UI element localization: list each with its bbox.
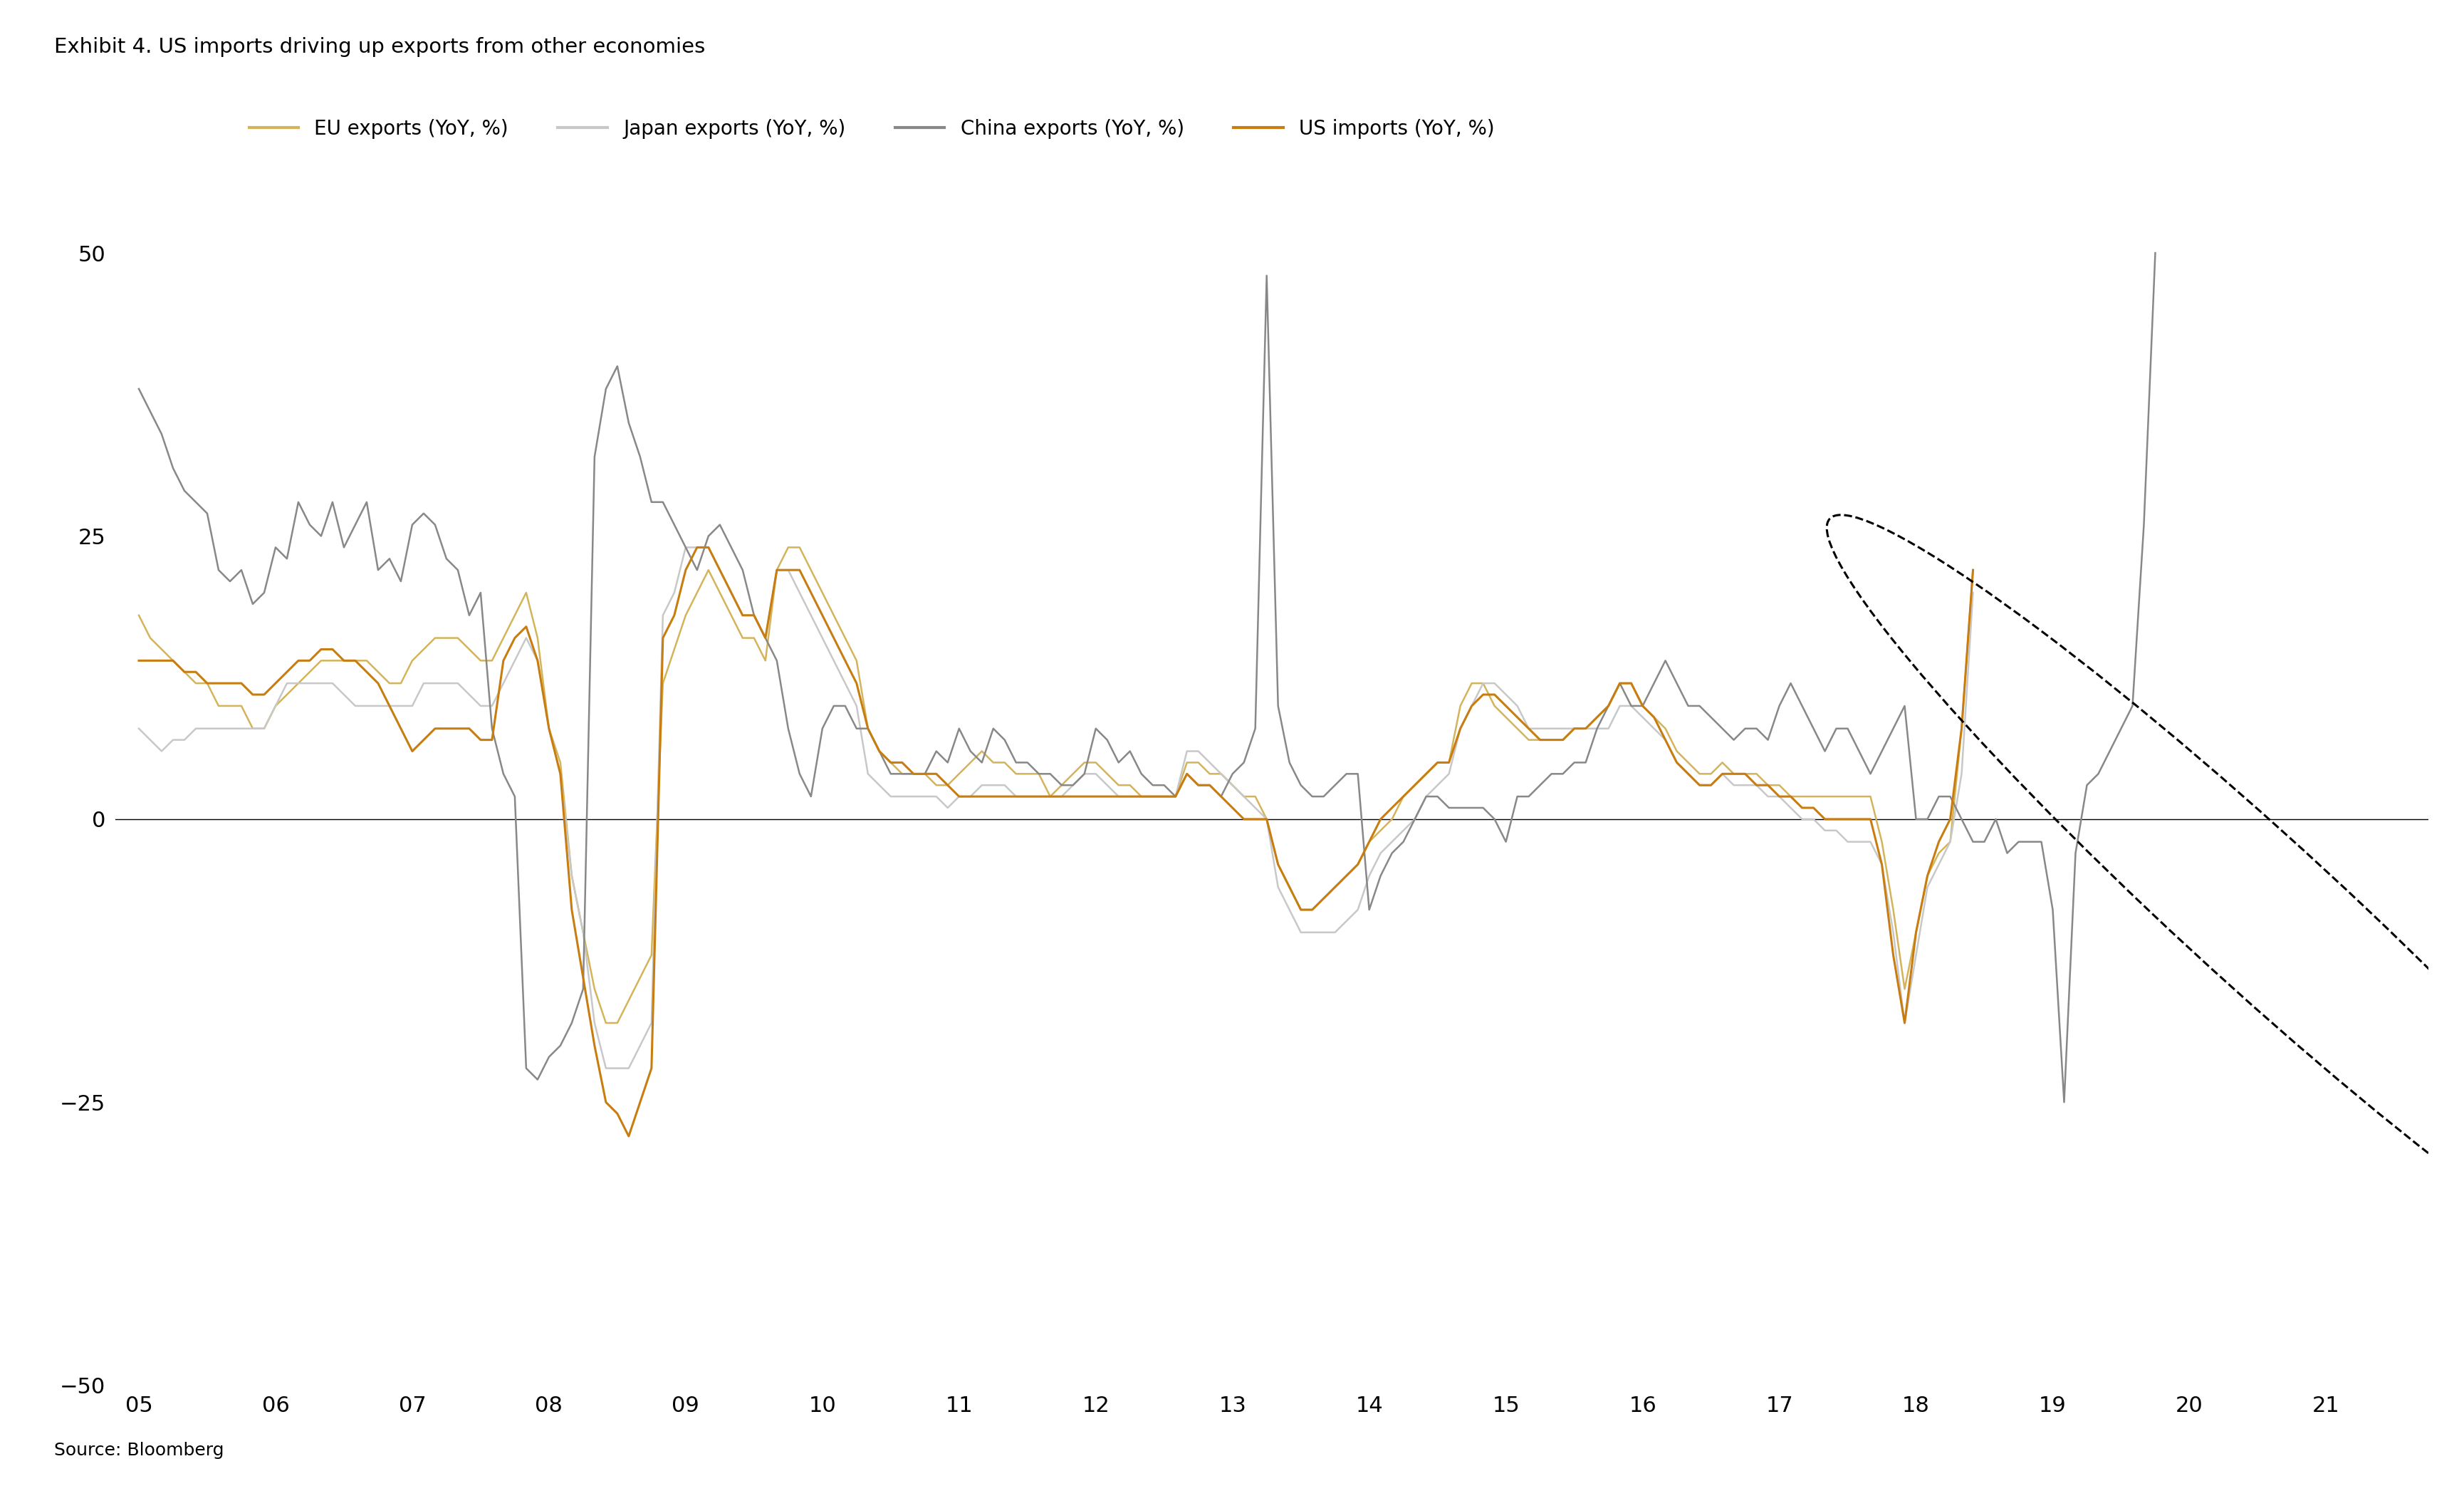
Text: Exhibit 4. US imports driving up exports from other economies: Exhibit 4. US imports driving up exports… (54, 37, 705, 56)
Text: Source: Bloomberg: Source: Bloomberg (54, 1441, 224, 1459)
Legend: EU exports (YoY, %), Japan exports (YoY, %), China exports (YoY, %), US imports : EU exports (YoY, %), Japan exports (YoY,… (241, 111, 1503, 147)
